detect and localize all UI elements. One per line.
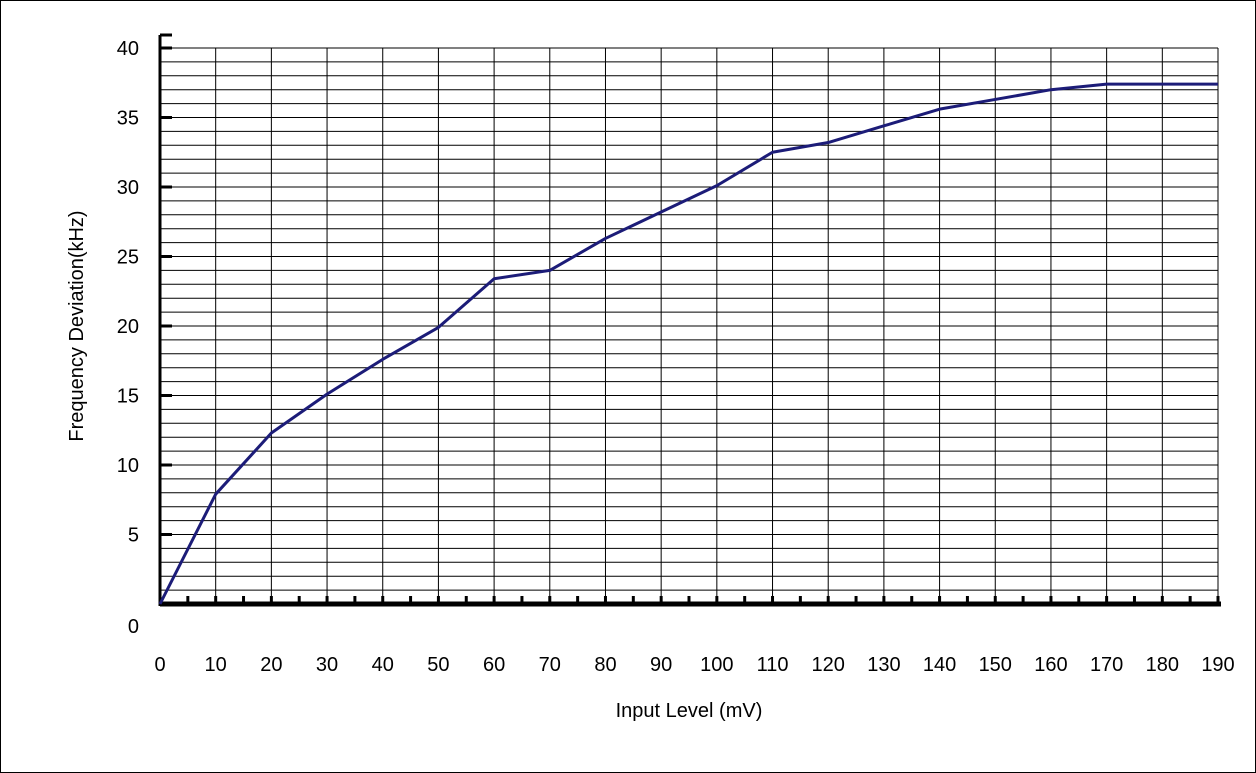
x-tick-label: 40 (372, 654, 394, 676)
x-tick-label: 0 (154, 654, 165, 676)
x-tick-label: 80 (594, 654, 616, 676)
x-tick-label: 50 (427, 654, 449, 676)
x-tick-label: 160 (1034, 654, 1067, 676)
x-tick-label: 170 (1090, 654, 1123, 676)
x-tick-label: 150 (979, 654, 1012, 676)
x-tick-label: 190 (1201, 654, 1234, 676)
y-tick-label: 40 (117, 38, 139, 60)
y-tick-label: 15 (117, 386, 139, 408)
axes (158, 33, 1221, 607)
x-tick-label: 10 (205, 654, 227, 676)
x-tick-label: 60 (483, 654, 505, 676)
x-tick-label: 100 (700, 654, 733, 676)
x-tick-label: 30 (316, 654, 338, 676)
y-tick-label: 20 (117, 316, 139, 338)
series-line (158, 82, 1218, 605)
y-axis-title: Frequency Deviation(kHz) (66, 210, 88, 441)
x-tick-label: 20 (260, 654, 282, 676)
x-axis-title: Input Level (mV) (616, 700, 763, 722)
grid (160, 47, 1219, 604)
y-tick-label: 5 (128, 525, 139, 547)
y-tick-label: 0 (128, 616, 139, 638)
y-tick-label: 25 (117, 247, 139, 269)
x-tick-label: 140 (923, 654, 956, 676)
y-tick-label: 35 (117, 108, 139, 130)
x-tick-label: 110 (757, 654, 789, 676)
tick-labels: 0 10 20 30 40 50 60 70 80 90 100 110 120 130 140 150 160… (117, 38, 1235, 676)
x-tick-label: 90 (650, 654, 672, 676)
x-tick-label: 130 (867, 654, 900, 676)
x-tick-label: 70 (539, 654, 561, 676)
x-tick-label: 180 (1146, 654, 1179, 676)
x-tick-label: 120 (812, 654, 845, 676)
y-tick-label: 30 (117, 177, 139, 199)
y-tick-label: 10 (117, 455, 139, 477)
series-layer (158, 82, 1218, 605)
